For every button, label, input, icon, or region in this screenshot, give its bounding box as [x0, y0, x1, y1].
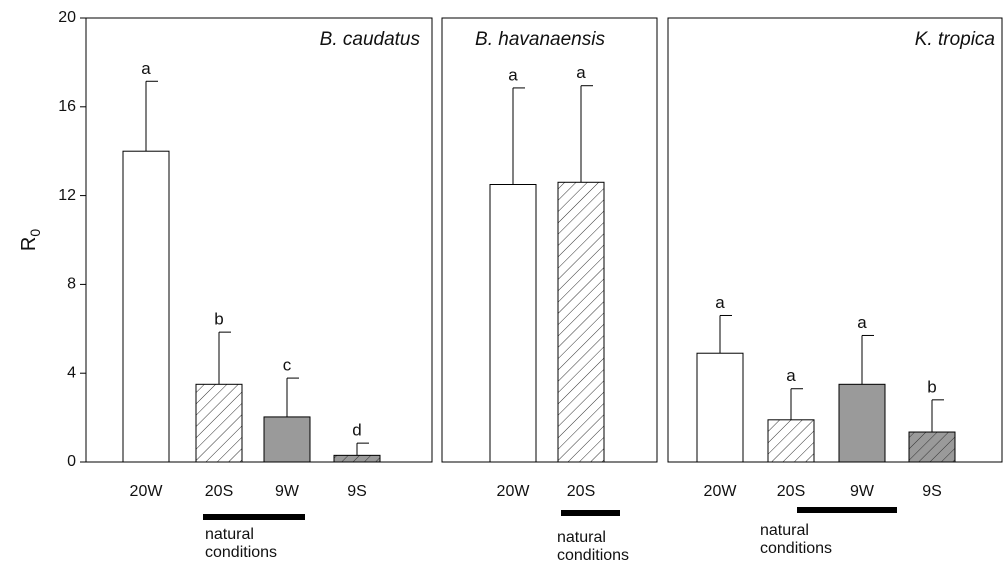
panel-frame — [667, 17, 1003, 463]
value-label: a — [715, 293, 725, 312]
annotation: natural — [205, 526, 254, 543]
x-tick-label: 9W — [275, 483, 300, 500]
y-tick-label: 4 — [67, 364, 76, 381]
panel-frame — [441, 17, 658, 463]
y-axis-label-subscript: 0 — [27, 229, 43, 237]
annotation: conditions — [205, 544, 277, 561]
value-label: a — [141, 59, 151, 78]
bar — [333, 454, 381, 463]
bar — [696, 352, 744, 463]
panel-frame — [85, 17, 433, 463]
y-axis-label-main: R — [18, 237, 40, 251]
bar — [122, 150, 170, 463]
value-label: b — [214, 310, 223, 329]
bar — [263, 416, 311, 463]
panel-title: K. tropica — [915, 29, 995, 50]
value-label: a — [576, 63, 586, 82]
annotation: natural — [557, 529, 606, 546]
y-axis-label: R0 — [18, 229, 42, 251]
x-tick-label: 20W — [704, 483, 738, 500]
value-label: a — [857, 313, 867, 332]
panel-title: B. caudatus — [320, 29, 421, 50]
bar — [838, 383, 886, 463]
y-tick-label: 12 — [58, 187, 76, 204]
annotation: conditions — [760, 540, 832, 557]
x-tick-label: 20W — [497, 483, 531, 500]
bar — [489, 184, 537, 463]
x-tick-label: 20S — [777, 483, 805, 500]
x-tick-label: 9S — [922, 483, 942, 500]
value-label: b — [927, 377, 936, 396]
x-tick-label: 20S — [567, 483, 595, 500]
y-tick-label: 8 — [67, 276, 76, 293]
annotation: conditions — [557, 547, 629, 564]
bar — [557, 181, 605, 463]
panel-title: B. havanaensis — [475, 29, 605, 50]
bar — [767, 419, 815, 463]
bar — [195, 383, 243, 463]
value-label: a — [508, 65, 518, 84]
value-label: d — [352, 421, 361, 440]
x-tick-label: 20S — [205, 483, 233, 500]
value-label: c — [283, 356, 292, 375]
value-label: a — [786, 366, 796, 385]
y-tick-label: 0 — [67, 453, 76, 470]
y-tick-label: 20 — [58, 9, 76, 26]
y-tick-label: 16 — [58, 98, 76, 115]
x-tick-label: 9S — [347, 483, 367, 500]
bar — [908, 431, 956, 463]
x-tick-label: 9W — [850, 483, 875, 500]
annotation: natural — [760, 522, 809, 539]
x-tick-label: 20W — [130, 483, 164, 500]
